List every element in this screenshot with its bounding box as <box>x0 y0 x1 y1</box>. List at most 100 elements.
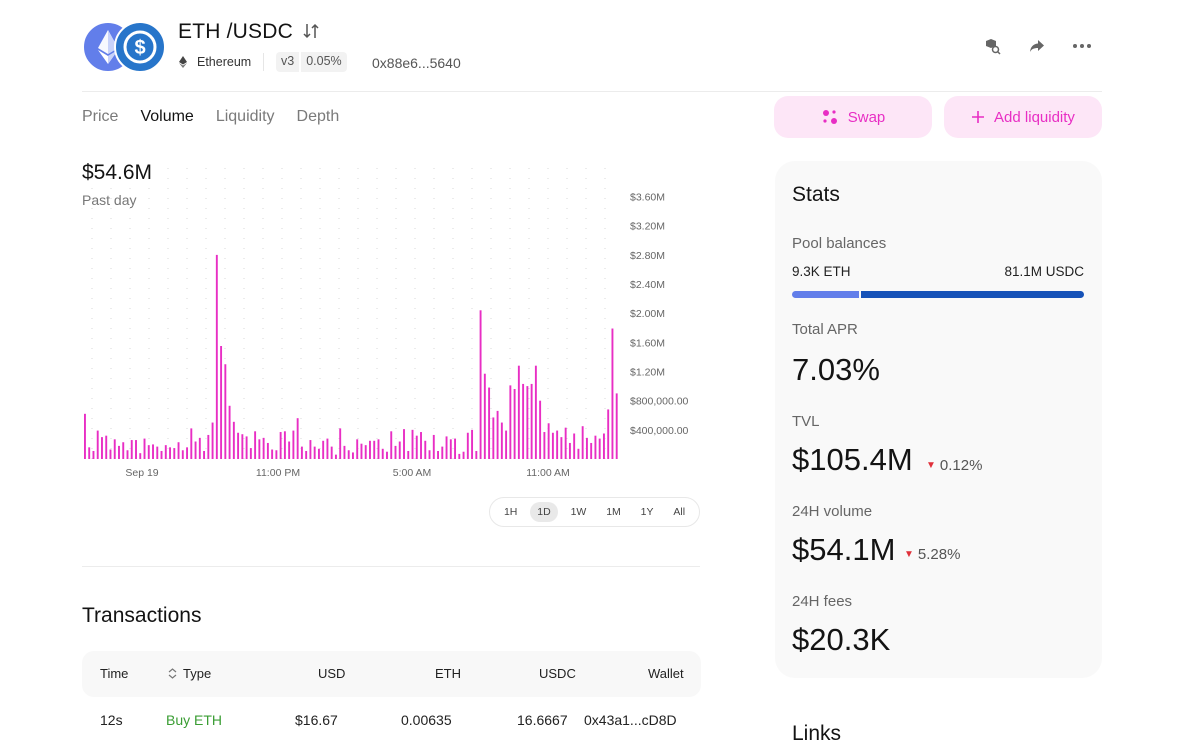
col-usdc[interactable]: USDC <box>539 666 576 681</box>
volume-bar[interactable] <box>241 434 244 459</box>
volume-bar[interactable] <box>101 437 103 459</box>
volume-bar[interactable] <box>615 393 618 459</box>
volume-bar[interactable] <box>449 439 452 459</box>
volume-bar[interactable] <box>432 434 435 459</box>
volume-bar[interactable] <box>488 387 491 459</box>
volume-bar[interactable] <box>266 442 269 459</box>
col-eth[interactable]: ETH <box>435 666 461 681</box>
volume-bar[interactable] <box>556 430 559 459</box>
volume-bar[interactable] <box>437 450 439 459</box>
volume-bar[interactable] <box>271 449 274 459</box>
volume-bar[interactable] <box>143 438 146 459</box>
volume-bar[interactable] <box>607 409 610 459</box>
volume-bar[interactable] <box>156 446 159 459</box>
volume-bar[interactable] <box>407 450 410 459</box>
volume-bar[interactable] <box>296 418 299 459</box>
volume-bar[interactable] <box>262 437 265 459</box>
volume-bar[interactable] <box>130 440 133 459</box>
swap-button[interactable]: Swap <box>774 96 932 138</box>
volume-bar[interactable] <box>109 449 112 459</box>
volume-bar[interactable] <box>88 447 91 459</box>
volume-bar[interactable] <box>96 430 99 459</box>
volume-bar[interactable] <box>352 452 354 459</box>
col-time[interactable]: Time <box>100 666 129 681</box>
volume-bar[interactable] <box>330 446 333 459</box>
volume-bar[interactable] <box>585 437 588 459</box>
volume-bar[interactable] <box>547 423 550 459</box>
add-liquidity-button[interactable]: Add liquidity <box>944 96 1102 138</box>
volume-bar[interactable] <box>105 435 108 459</box>
volume-bar[interactable] <box>126 450 129 459</box>
range-1y[interactable]: 1Y <box>640 506 654 518</box>
volume-bar[interactable] <box>543 432 546 459</box>
volume-bar[interactable] <box>522 383 525 459</box>
volume-bar[interactable] <box>232 421 235 459</box>
tab-volume[interactable]: Volume <box>140 108 194 125</box>
volume-bar[interactable] <box>220 346 223 459</box>
volume-bar[interactable] <box>394 445 397 459</box>
volume-bar[interactable] <box>228 405 231 459</box>
volume-bar[interactable] <box>513 389 516 459</box>
volume-bar[interactable] <box>386 451 388 459</box>
volume-bar[interactable] <box>590 442 593 459</box>
volume-bar[interactable] <box>135 440 137 459</box>
volume-bar[interactable] <box>526 386 529 459</box>
volume-bar[interactable] <box>279 432 282 459</box>
volume-bar[interactable] <box>509 385 512 459</box>
volume-bar[interactable] <box>505 430 508 459</box>
volume-bar[interactable] <box>334 454 337 459</box>
volume-bar[interactable] <box>458 453 461 459</box>
volume-bar[interactable] <box>539 400 542 459</box>
volume-bar[interactable] <box>411 429 414 459</box>
chain-badge[interactable]: Ethereum <box>177 52 251 72</box>
volume-bar[interactable] <box>454 438 457 459</box>
volume-bar[interactable] <box>300 446 303 459</box>
volume-chart[interactable]: $3.60M $3.20M $2.80M $2.40M $2.00M $1.60M $1.2… <box>80 160 700 485</box>
volume-bar[interactable] <box>122 442 125 459</box>
volume-bar[interactable] <box>568 442 571 459</box>
volume-bar[interactable] <box>602 433 605 459</box>
more-icon[interactable] <box>1072 36 1092 56</box>
volume-bar[interactable] <box>441 446 444 459</box>
pool-address[interactable]: 0x88e6...5640 <box>372 55 461 71</box>
volume-bar[interactable] <box>479 310 482 459</box>
tab-depth[interactable]: Depth <box>296 108 340 125</box>
volume-bar[interactable] <box>564 427 567 459</box>
volume-bar[interactable] <box>369 440 371 459</box>
col-wallet[interactable]: Wallet <box>648 666 684 681</box>
volume-bar[interactable] <box>611 328 614 459</box>
volume-bar[interactable] <box>186 447 189 459</box>
volume-bar[interactable] <box>198 437 201 459</box>
volume-bar[interactable] <box>224 364 227 459</box>
range-1d[interactable]: 1D <box>530 502 558 522</box>
swap-arrows-icon[interactable] <box>303 22 319 45</box>
volume-bar[interactable] <box>283 431 286 459</box>
volume-bar[interactable] <box>475 450 478 459</box>
volume-bar[interactable] <box>390 431 393 459</box>
volume-bar[interactable] <box>152 444 154 459</box>
volume-bar[interactable] <box>207 434 210 459</box>
volume-bar[interactable] <box>551 432 554 459</box>
volume-bar[interactable] <box>309 440 312 459</box>
range-1w[interactable]: 1W <box>570 506 587 518</box>
volume-bar[interactable] <box>364 445 367 459</box>
volume-bar[interactable] <box>245 436 248 459</box>
volume-bar[interactable] <box>177 442 180 459</box>
volume-bar[interactable] <box>398 441 401 459</box>
volume-bar[interactable] <box>305 450 308 459</box>
volume-bar[interactable] <box>560 437 563 459</box>
tab-price[interactable]: Price <box>82 108 119 125</box>
volume-bar[interactable] <box>164 445 167 459</box>
volume-bar[interactable] <box>373 440 376 459</box>
volume-bar[interactable] <box>594 435 597 459</box>
volume-bar[interactable] <box>598 438 601 459</box>
volume-bar[interactable] <box>377 439 380 459</box>
volume-bar[interactable] <box>326 438 329 459</box>
volume-bar[interactable] <box>84 413 86 459</box>
volume-bar[interactable] <box>215 254 218 459</box>
volume-bar[interactable] <box>317 448 320 459</box>
tx-wallet[interactable]: 0x43a1...cD8D <box>584 712 677 728</box>
volume-bar[interactable] <box>313 446 316 459</box>
volume-bar[interactable] <box>339 428 342 459</box>
volume-bar[interactable] <box>211 422 214 459</box>
